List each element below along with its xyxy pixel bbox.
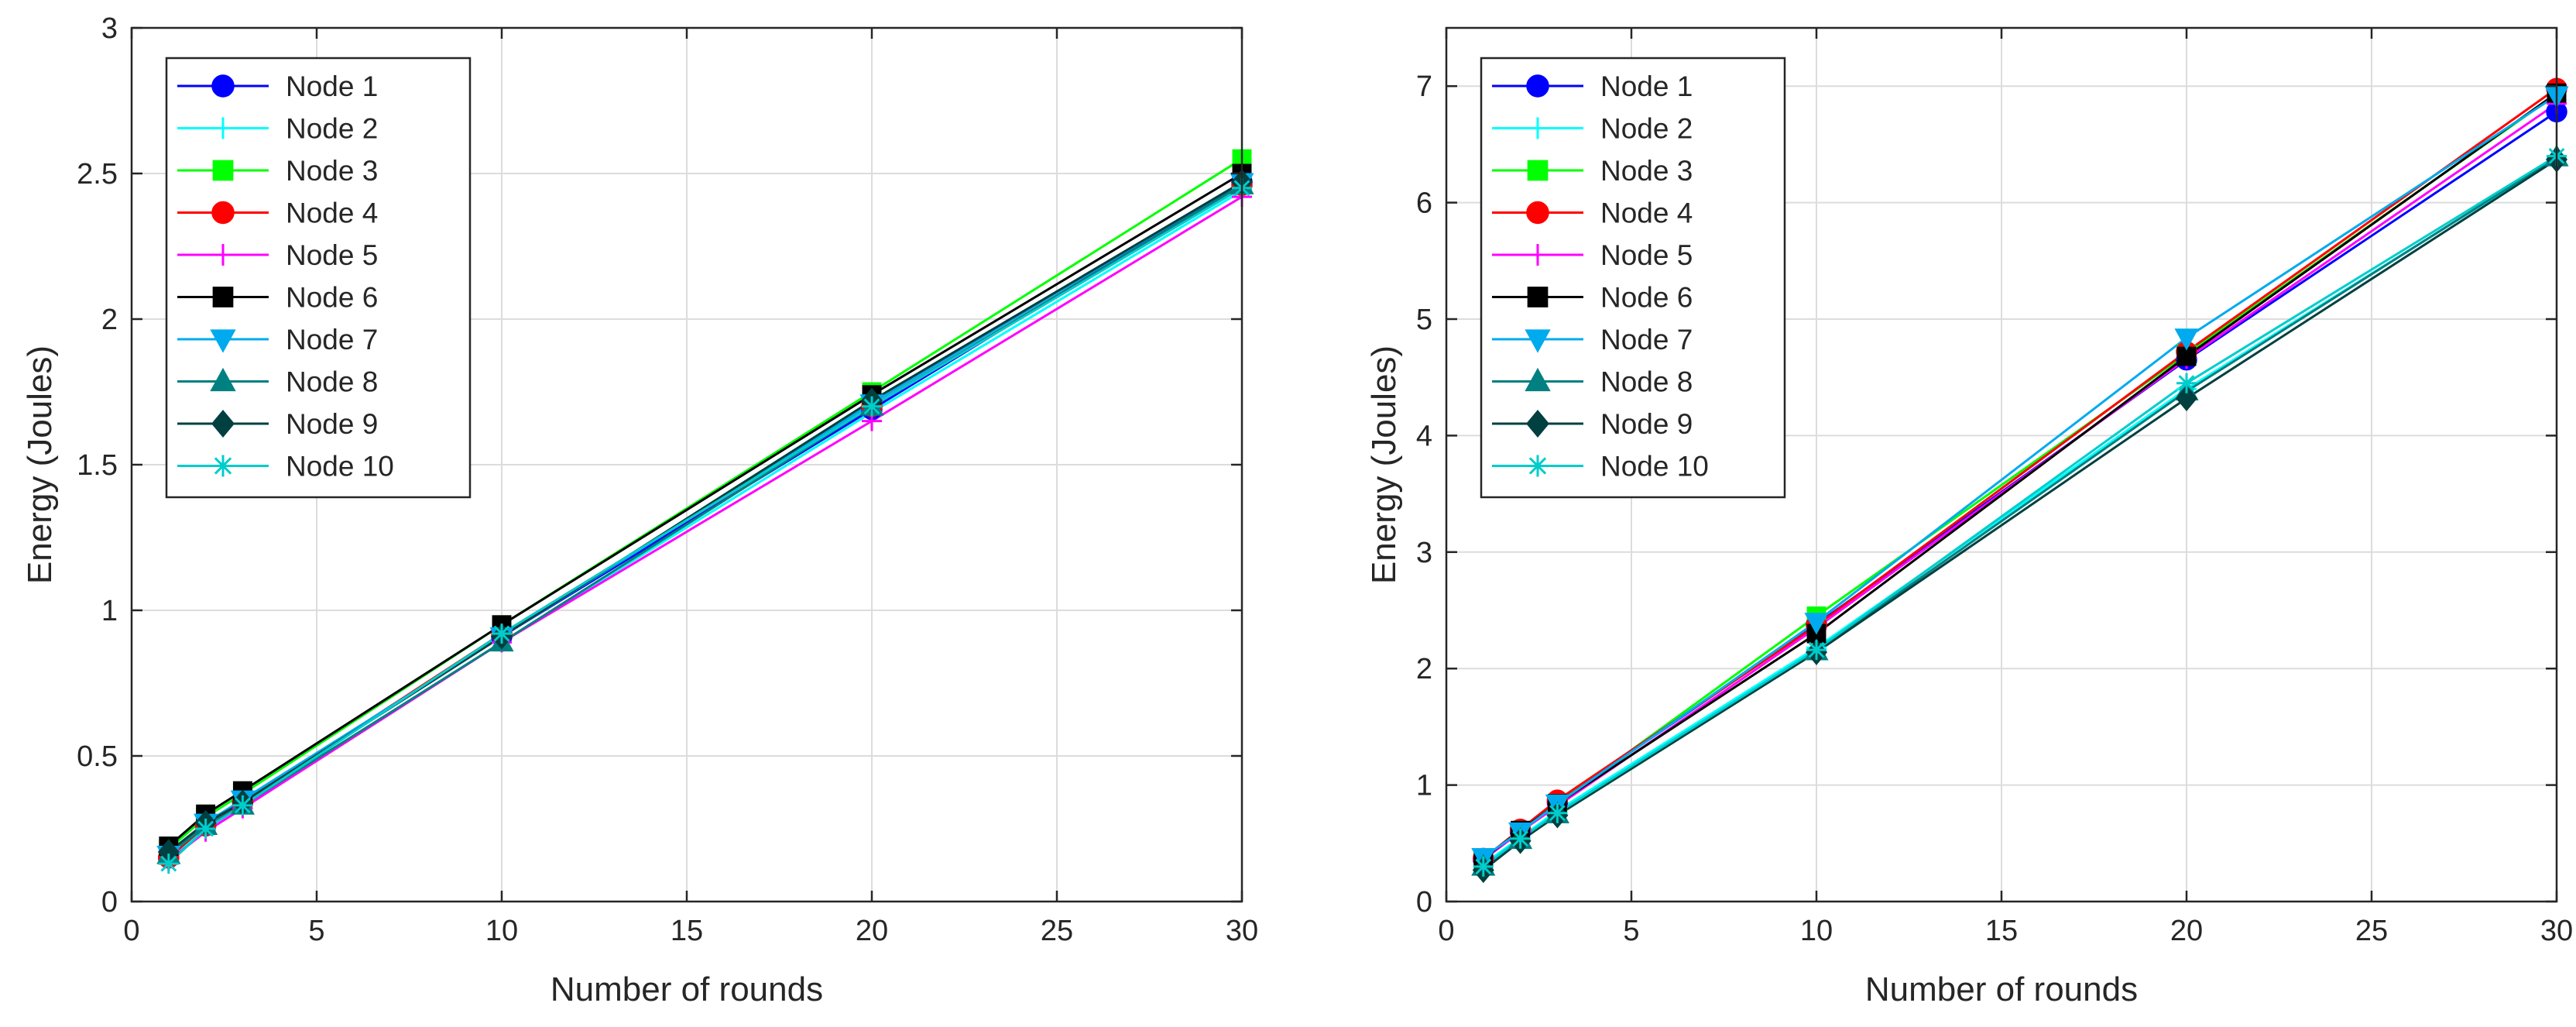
right-x-tick-label: 30 [2540, 915, 2573, 947]
left-legend-label-node-3: Node 3 [286, 155, 378, 187]
left-data-point-node-10 [232, 795, 253, 816]
right-legend-marker-node-1 [1526, 74, 1549, 98]
left-data-point-node-10 [862, 396, 882, 417]
left-legend-label-node-2: Node 2 [286, 113, 378, 145]
left-legend: Node 1 Node 2 Node 3 Node 4 Node 5 Node 6 Node… [165, 57, 472, 499]
left-legend-label-node-1: Node 1 [286, 70, 378, 102]
right-legend-marker-node-4 [1526, 201, 1549, 225]
right-data-point-node-10 [1806, 640, 1827, 661]
right-x-tick-label: 15 [1985, 915, 2018, 947]
right-legend-marker-node-10 [1527, 455, 1549, 477]
right-x-tick-label: 25 [2355, 915, 2388, 947]
left-legend-marker-node-3 [212, 160, 234, 181]
right-y-tick-label: 3 [1416, 537, 1432, 569]
right-legend-marker-node-8 [1525, 367, 1551, 392]
left-y-axis-label: Energy (Joules) [21, 345, 59, 584]
right-data-point-node-10 [1547, 802, 1568, 823]
right-y-tick-label: 0 [1416, 886, 1432, 919]
right-data-point-node-7 [2174, 328, 2199, 351]
left-y-tick-label: 0.5 [77, 740, 118, 773]
right-x-tick-label: 20 [2170, 915, 2203, 947]
right-legend-label-node-8: Node 8 [1600, 366, 1693, 398]
left-chart: 0 5 10 15 20 25 30 0 0.5 1 1.5 2 2.5 3 Number of roun… [21, 12, 1258, 1008]
left-legend-marker-node-10 [212, 455, 234, 477]
left-legend-marker-node-1 [211, 74, 235, 98]
left-data-point-node-10 [195, 819, 216, 839]
left-y-tick-label: 0 [101, 886, 118, 919]
right-data-point-node-10 [1510, 828, 1531, 849]
left-y-tick-label: 1.5 [77, 449, 118, 482]
right-legend-label-node-2: Node 2 [1600, 113, 1693, 145]
left-data-point-node-10 [158, 854, 179, 874]
left-legend-label-node-7: Node 7 [286, 324, 378, 356]
right-x-tick-label: 5 [1623, 915, 1639, 947]
right-x-tick-label: 10 [1800, 915, 1833, 947]
left-legend-marker-node-5 [212, 244, 234, 266]
left-legend-label-node-9: Node 9 [286, 408, 378, 440]
left-legend-marker-node-6 [212, 287, 234, 307]
left-x-tick-label: 10 [485, 915, 518, 947]
left-x-tick-label: 20 [856, 915, 888, 947]
left-ticks: 0 5 10 15 20 25 30 0 0.5 1 1.5 2 2.5 3 [77, 12, 1258, 947]
left-y-tick-label: 3 [101, 12, 118, 45]
left-x-axis-label: Number of rounds [551, 970, 823, 1008]
right-legend-marker-node-2 [1527, 117, 1549, 139]
left-x-tick-label: 30 [1226, 915, 1258, 947]
left-x-tick-label: 25 [1041, 915, 1073, 947]
right-y-tick-label: 2 [1416, 653, 1432, 685]
right-legend-marker-node-6 [1527, 287, 1549, 307]
right-legend: Node 1 Node 2 Node 3 Node 4 Node 5 Node 6 Node… [1480, 57, 1786, 499]
right-y-tick-label: 6 [1416, 187, 1432, 220]
left-y-tick-label: 2 [101, 304, 118, 336]
right-ticks: 0 5 10 15 20 25 30 0 1 2 3 4 5 6 7 [1416, 28, 2573, 947]
right-y-tick-label: 5 [1416, 304, 1432, 336]
left-legend-marker-node-7 [210, 329, 236, 353]
left-legend-marker-node-2 [212, 117, 234, 139]
left-legend-label-node-6: Node 6 [286, 282, 378, 314]
left-x-tick-label: 15 [671, 915, 703, 947]
right-legend-label-node-4: Node 4 [1600, 198, 1693, 229]
right-legend-marker-node-9 [1526, 410, 1549, 438]
left-legend-label-node-4: Node 4 [286, 198, 378, 229]
right-y-tick-label: 7 [1416, 70, 1432, 103]
right-legend-marker-node-7 [1525, 329, 1551, 353]
left-legend-marker-node-8 [210, 367, 236, 392]
left-y-tick-label: 1 [101, 595, 118, 627]
left-legend-marker-node-9 [211, 410, 235, 438]
right-chart: 0 5 10 15 20 25 30 0 1 2 3 4 5 6 7 Number of rounds En… [1365, 26, 2573, 1008]
left-legend-label-node-5: Node 5 [286, 239, 378, 271]
right-data-point-node-10 [1473, 856, 1494, 877]
right-data-point-node-9 [2176, 385, 2197, 412]
right-data-point-node-10 [2176, 373, 2197, 393]
right-legend-label-node-3: Node 3 [1600, 155, 1693, 187]
right-legend-marker-node-5 [1527, 244, 1549, 266]
right-legend-label-node-9: Node 9 [1600, 408, 1693, 440]
left-x-tick-label: 0 [123, 915, 139, 947]
right-legend-label-node-6: Node 6 [1600, 282, 1693, 314]
left-legend-marker-node-4 [211, 201, 235, 225]
left-legend-label-node-8: Node 8 [286, 366, 378, 398]
right-legend-marker-node-3 [1527, 160, 1549, 181]
right-y-tick-label: 4 [1416, 420, 1432, 452]
right-x-tick-label: 0 [1438, 915, 1454, 947]
right-legend-label-node-1: Node 1 [1600, 70, 1693, 102]
right-legend-label-node-10: Node 10 [1600, 451, 1709, 483]
right-y-axis-label: Energy (Joules) [1365, 345, 1403, 584]
right-legend-label-node-5: Node 5 [1600, 239, 1693, 271]
left-data-point-node-10 [492, 623, 512, 644]
right-series [1471, 77, 2569, 884]
right-x-axis-label: Number of rounds [1865, 970, 2138, 1008]
left-y-tick-label: 2.5 [77, 158, 118, 191]
right-y-tick-label: 1 [1416, 770, 1432, 802]
right-legend-label-node-7: Node 7 [1600, 324, 1693, 356]
left-x-tick-label: 5 [308, 915, 324, 947]
right-data-point-node-7 [1804, 613, 1829, 635]
left-legend-label-node-10: Node 10 [286, 451, 394, 483]
